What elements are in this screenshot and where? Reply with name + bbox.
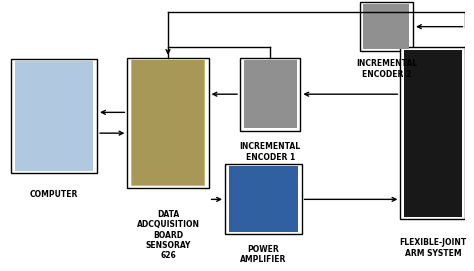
- Text: INCREMENTAL
ENCODER 1: INCREMENTAL ENCODER 1: [240, 142, 301, 162]
- Bar: [225, 164, 301, 234]
- Text: INCREMENTAL
ENCODER 2: INCREMENTAL ENCODER 2: [356, 59, 417, 79]
- Bar: [244, 60, 297, 128]
- Bar: [360, 2, 413, 51]
- Text: DATA
ADCQUISITION
BOARD
SENSORAY
626: DATA ADCQUISITION BOARD SENSORAY 626: [137, 210, 200, 260]
- Bar: [240, 58, 301, 131]
- Bar: [15, 61, 93, 171]
- Bar: [364, 4, 410, 49]
- Bar: [404, 50, 462, 217]
- Text: POWER
AMPLIFIER: POWER AMPLIFIER: [240, 245, 286, 264]
- Bar: [11, 59, 97, 173]
- Bar: [131, 60, 205, 186]
- Text: COMPUTER: COMPUTER: [30, 190, 78, 199]
- Text: FLEXIBLE-JOINT
ARM SYSTEM: FLEXIBLE-JOINT ARM SYSTEM: [399, 238, 466, 258]
- Bar: [132, 60, 204, 185]
- Bar: [401, 47, 465, 219]
- Bar: [228, 166, 298, 232]
- Bar: [128, 58, 209, 188]
